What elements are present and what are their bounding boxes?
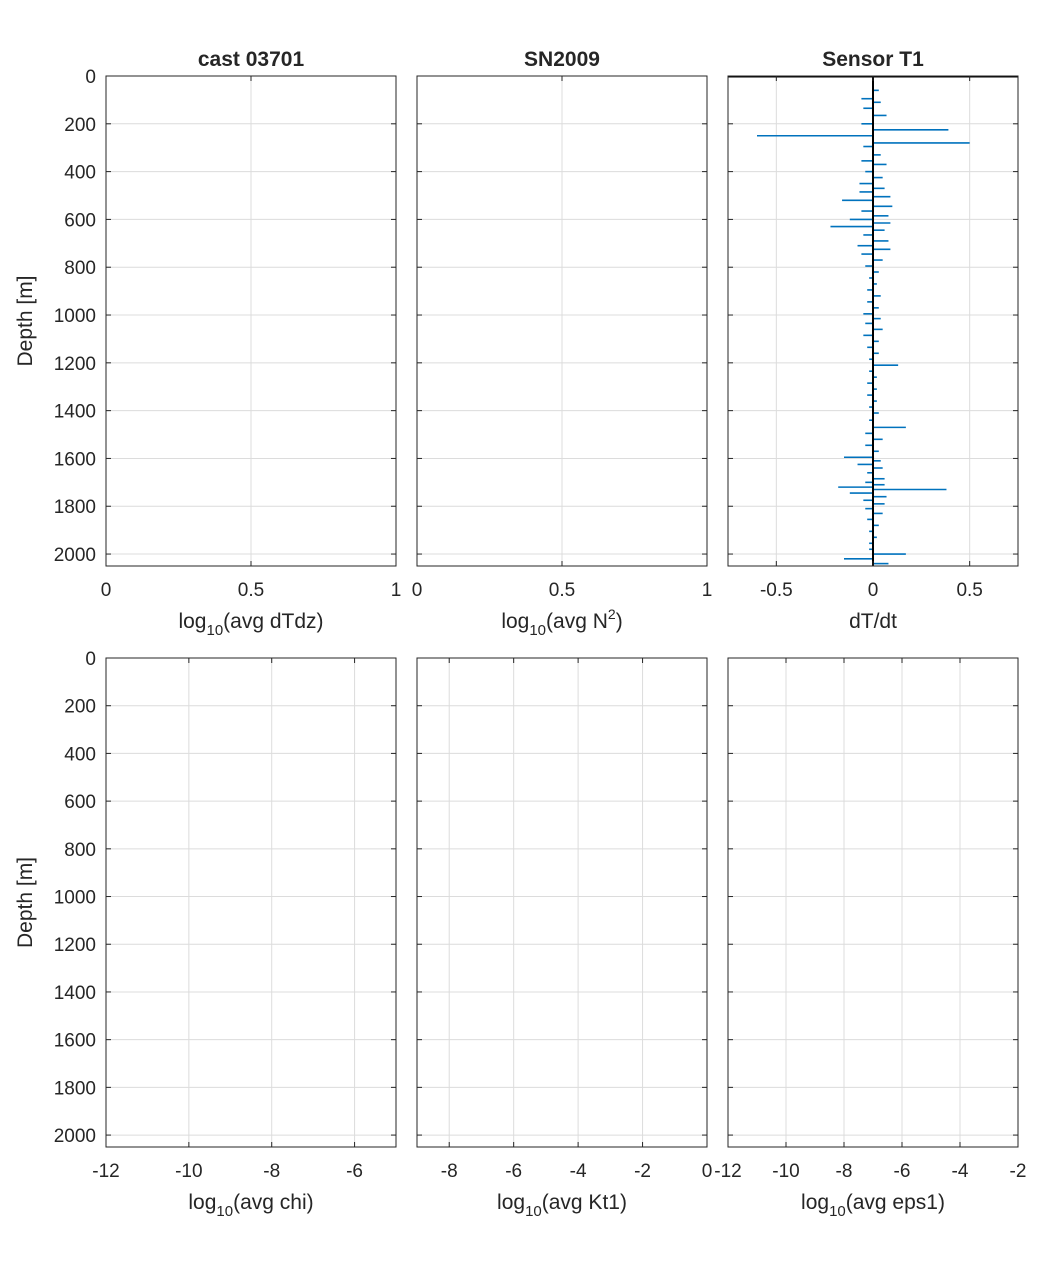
axes-frame (727, 657, 1019, 1148)
subplot-title: cast 03701 (198, 48, 305, 71)
x-tick-label: -8 (836, 1161, 853, 1182)
x-label-text: log (497, 1191, 525, 1214)
x-label-text: log (801, 1191, 829, 1214)
x-axis-label: log10(avg Kt1) (497, 1191, 627, 1220)
axes-frame (416, 657, 708, 1148)
subplot-title: Sensor T1 (822, 48, 924, 71)
x-label-text: log (188, 1191, 216, 1214)
y-tick-label: 1600 (54, 449, 96, 470)
x-axis-label: log10(avg chi) (188, 1191, 313, 1220)
x-label-text: (avg Kt1) (542, 1191, 627, 1214)
y-tick-label: 1000 (54, 888, 96, 909)
y-axis-label: Depth [m] (14, 857, 37, 948)
y-tick-label: 2000 (54, 545, 96, 566)
plot-area (417, 658, 707, 1147)
x-tick-label: -8 (441, 1161, 458, 1182)
x-label-text: (avg dTdz) (223, 610, 323, 633)
x-tick-label: 0.5 (549, 580, 575, 601)
subplot-3: -0.5 0 0.5 Sensor T1 dT/dt (727, 48, 1019, 633)
axes-frame (105, 657, 397, 1148)
x-label-subscript: 10 (216, 1203, 233, 1220)
y-tick-label: 1200 (54, 935, 96, 956)
y-tick-label: 1200 (54, 354, 96, 375)
x-axis-label: log10(avg dTdz) (178, 610, 323, 639)
y-tick-label: 1400 (54, 402, 96, 423)
y-tick-label: 600 (64, 792, 96, 813)
subplot-5: -8 -6 -4 -2 0 log10(avg Kt1) (416, 657, 713, 1220)
x-label-superscript: 2 (608, 606, 616, 622)
x-tick-label: -6 (894, 1161, 911, 1182)
x-label-subscript: 10 (829, 1203, 846, 1220)
subplot-title: SN2009 (524, 48, 600, 71)
x-label-text: (avg chi) (233, 1191, 314, 1214)
y-tick-label: 200 (64, 697, 96, 718)
x-tick-label: 0 (868, 580, 879, 601)
y-tick-label: 2000 (54, 1126, 96, 1147)
subplot-1: 0 0.5 102004006008001000120014001600180020… (14, 48, 401, 639)
x-tick-label: -6 (505, 1161, 522, 1182)
y-tick-label: 1000 (54, 306, 96, 327)
x-tick-label: -6 (346, 1161, 363, 1182)
x-label-text: dT/dt (849, 610, 897, 633)
x-label-text: (avg eps1) (846, 1191, 945, 1214)
y-tick-label: 1400 (54, 983, 96, 1004)
plot-area (106, 658, 396, 1147)
y-tick-label: 200 (64, 115, 96, 136)
y-tick-label: 1800 (54, 497, 96, 518)
y-tick-label: 1600 (54, 1031, 96, 1052)
x-label-subscript: 10 (529, 622, 546, 639)
y-tick-label: 0 (85, 67, 96, 88)
x-label-text: log (178, 610, 206, 633)
x-tick-label: -0.5 (760, 580, 793, 601)
y-tick-label: 1800 (54, 1078, 96, 1099)
x-tick-label: -2 (1010, 1161, 1027, 1182)
x-tick-label: 0.5 (238, 580, 264, 601)
x-tick-label: -8 (263, 1161, 280, 1182)
x-tick-label: 1 (702, 580, 713, 601)
y-tick-label: 400 (64, 744, 96, 765)
x-tick-label: 0.5 (956, 580, 982, 601)
series-1 (728, 75, 1018, 566)
x-tick-label: -4 (952, 1161, 969, 1182)
plot-area (728, 658, 1018, 1147)
x-label-subscript: 10 (206, 622, 223, 639)
x-axis-label: dT/dt (849, 610, 897, 633)
x-axis-label: log10(avg N2) (501, 606, 622, 639)
y-tick-label: 600 (64, 210, 96, 231)
x-tick-label: 0 (101, 580, 112, 601)
subplot-4: -12 -10 -8 -6 0 200 400 600 800 1000 1200 1400 1600 1… (14, 649, 397, 1220)
subplot-2: 0 0.5 1 SN2009 log10(avg N2) (412, 48, 713, 639)
x-label-text: ) (616, 610, 623, 633)
x-tick-label: 1 (391, 580, 402, 601)
x-tick-label: -2 (634, 1161, 651, 1182)
x-tick-label: -12 (714, 1161, 741, 1182)
x-label-text: log (501, 610, 529, 633)
x-tick-label: -10 (175, 1161, 202, 1182)
x-tick-label: -12 (92, 1161, 119, 1182)
x-tick-label: -4 (570, 1161, 587, 1182)
x-tick-label: 0 (412, 580, 423, 601)
x-axis-label: log10(avg eps1) (801, 1191, 945, 1220)
y-axis-label: Depth [m] (14, 275, 37, 366)
x-label-text: (avg N (546, 610, 608, 633)
subplot-6: -12 -10 -8 -6 -4 -2 log10(avg eps1) (714, 657, 1027, 1220)
y-tick-label: 800 (64, 258, 96, 279)
y-tick-label: 800 (64, 840, 96, 861)
x-label-subscript: 10 (525, 1203, 542, 1220)
y-tick-label: 400 (64, 163, 96, 184)
x-tick-label: 0 (702, 1161, 713, 1182)
y-tick-label: 0 (85, 649, 96, 670)
x-tick-label: -10 (772, 1161, 799, 1182)
